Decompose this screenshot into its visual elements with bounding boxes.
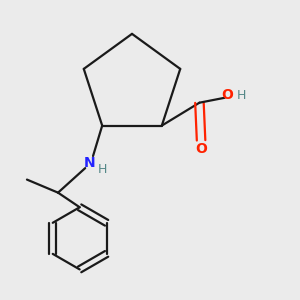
Text: O: O: [195, 142, 207, 157]
Text: H: H: [98, 163, 107, 176]
Text: N: N: [83, 156, 95, 170]
Text: O: O: [221, 88, 233, 102]
Text: H: H: [236, 89, 246, 102]
